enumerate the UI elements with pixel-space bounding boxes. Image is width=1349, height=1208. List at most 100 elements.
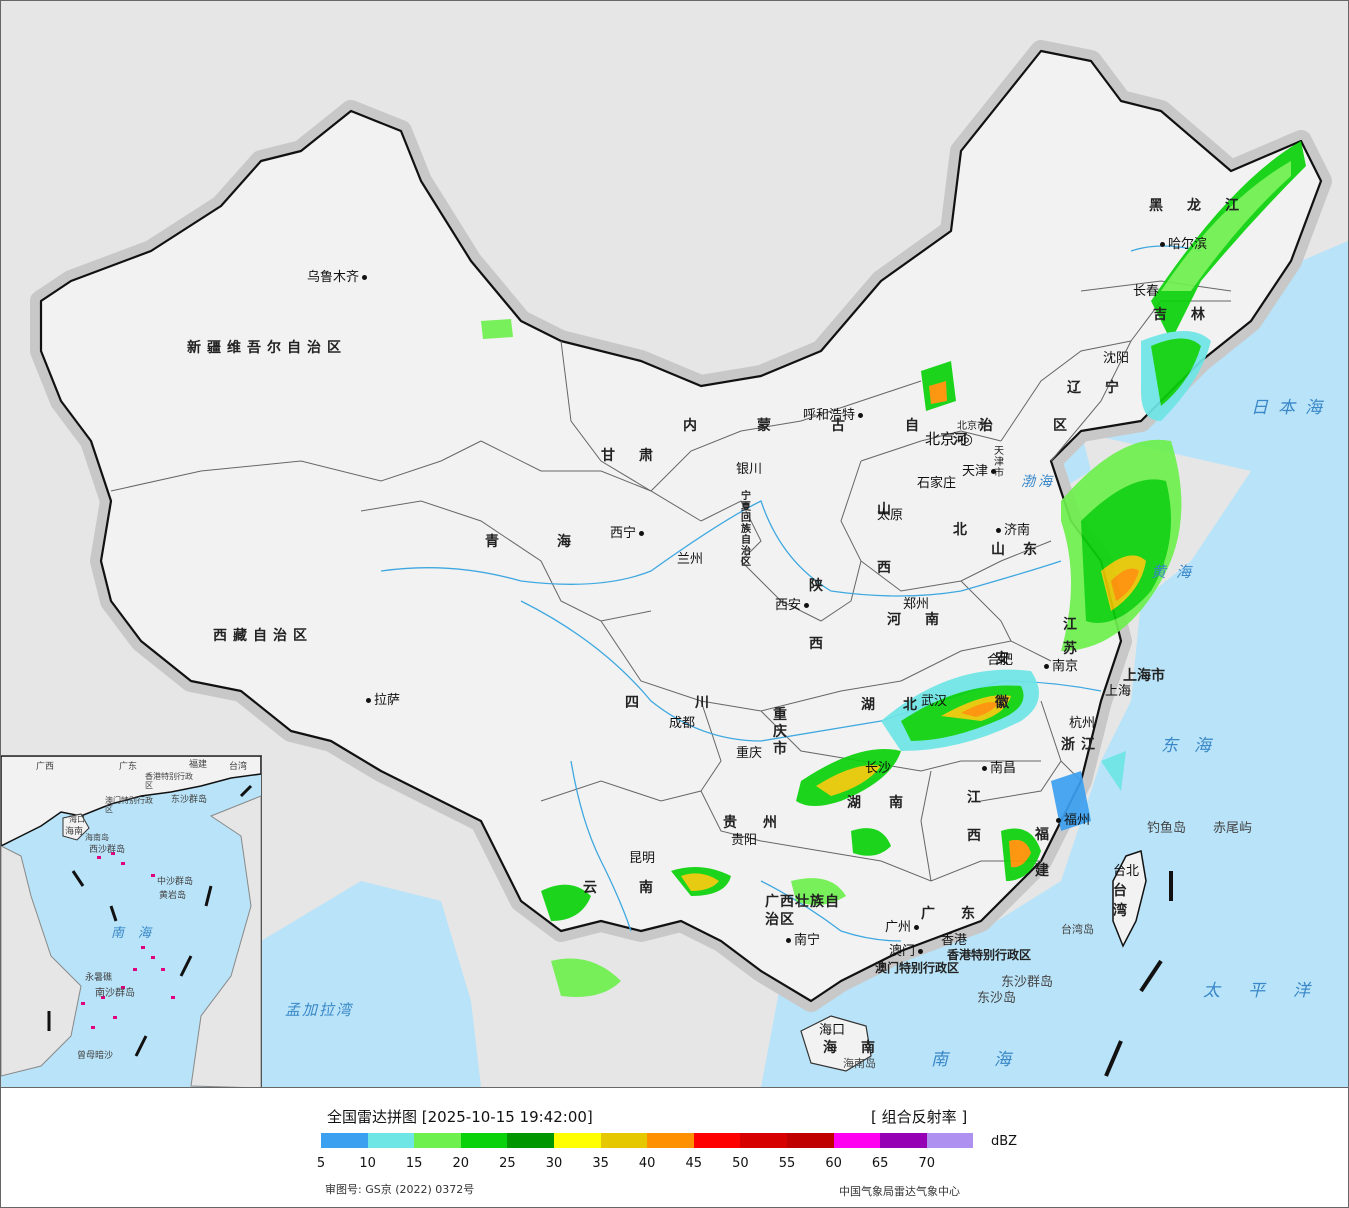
province-neimenggu: 内蒙古自治区: [683, 418, 1127, 434]
bay-of-bengal-area: [261, 881, 481, 1087]
city-guiyang: 贵阳: [731, 833, 758, 848]
city-kunming: 昆明: [629, 851, 656, 866]
province-guizhou: 贵州: [723, 815, 803, 831]
inset-indochina: [1, 845, 82, 1077]
city-dot-icon: [639, 531, 645, 536]
inset-label-taiwan: 台湾: [229, 762, 248, 772]
inset-label-dongsha: 东沙群岛: [171, 795, 208, 805]
city-dot-icon: [918, 949, 924, 954]
city-dot-icon: [362, 275, 368, 280]
province-chongqing-city: 重庆市: [773, 707, 787, 757]
radar-legend: 全国雷达拼图 [2025-10-15 19:42:00] [ 组合反射率 ] d…: [1, 1088, 1348, 1207]
agency-label: 中国气象局雷达气象中心: [839, 1185, 960, 1198]
dbz-color-bar: [321, 1133, 974, 1148]
provincial-borders: [110, 280, 1232, 882]
island-dongsha: 东沙岛: [977, 991, 1017, 1006]
inset-mainland: [1, 756, 261, 847]
island-dongsha-group: 东沙群岛: [1001, 975, 1054, 990]
city-tianjin: 天津: [962, 465, 999, 479]
inset-label-guangdong: 广东: [119, 762, 138, 772]
city-dot-icon: [366, 698, 371, 703]
province-shanxi: 山西: [877, 502, 891, 576]
province-xizang: 西藏自治区: [213, 628, 313, 644]
radar-echoes: [481, 141, 1306, 997]
dbz-swatch: [647, 1133, 694, 1148]
city-hohhot: 呼和浩特: [803, 409, 866, 423]
dbz-tick-label: 20: [452, 1156, 470, 1171]
city-urumqi: 乌鲁木齐: [307, 271, 370, 285]
province-yunnan: 云南: [583, 880, 695, 896]
product-type-label: [ 组合反射率 ]: [871, 1108, 968, 1126]
sea-south: 南海: [931, 1050, 1057, 1070]
east-sea-area: [761, 331, 1348, 1087]
radar-mosaic-title: 全国雷达拼图 [2025-10-15 19:42:00]: [327, 1108, 593, 1126]
province-hebei: 河北: [953, 432, 967, 538]
dbz-tick-label: 60: [825, 1156, 842, 1171]
province-hubei: 湖北: [861, 697, 945, 713]
hainan-island: [800, 1015, 872, 1072]
province-heilongjiang: 黑龙江: [1149, 198, 1263, 214]
city-guangzhou: 广州: [885, 921, 922, 935]
dbz-swatch: [553, 1133, 601, 1148]
province-fujian: 福建: [1035, 827, 1049, 879]
city-chengdu: 成都: [669, 716, 696, 731]
inset-label-xisha: 西沙群岛: [89, 845, 126, 855]
south-china-sea-inset: 广西 广东 福建 台湾 海南 香港特别行政区 澳门特别行政区 东沙群岛 西沙群岛…: [1, 755, 262, 1087]
dbz-swatch: [693, 1133, 741, 1148]
province-guangdong: 广东: [921, 906, 1001, 922]
inset-label-fujian: 福建: [189, 760, 208, 770]
city-dot-icon: [1044, 664, 1049, 669]
province-henan: 河南: [887, 612, 963, 628]
dbz-tick-label: 25: [499, 1156, 516, 1171]
city-dot-icon: [914, 925, 920, 930]
japan-sea-area: [1211, 241, 1348, 461]
inset-label-south-sea: 南海: [111, 926, 166, 941]
dbz-swatch: [367, 1133, 415, 1148]
dbz-swatch: [833, 1133, 881, 1148]
map-canvas: [30, 40, 1348, 1087]
province-qinghai: 青海: [485, 534, 629, 550]
sea-japan: 日本海: [1251, 398, 1332, 418]
inset-hainan: [62, 813, 90, 841]
region-macau: 澳门特别行政区: [875, 961, 960, 975]
inset-map-canvas: [1, 756, 261, 1087]
province-guangxi: 广西壮族自治区: [765, 894, 840, 928]
radar-map[interactable]: 新疆维吾尔自治区 西藏自治区 青海 甘肃 内蒙古自治区 宁夏回族自治区 陕西 山…: [1, 1, 1348, 1088]
province-liaoning: 辽宁: [1067, 380, 1143, 396]
dbz-tick-label: 35: [592, 1156, 609, 1171]
inset-label-haikou: 海口: [69, 815, 85, 824]
city-macau: 澳门: [889, 945, 926, 959]
nine-dash-segments: [1104, 871, 1173, 1077]
city-dot-icon: [804, 603, 810, 608]
sea-bengal: 孟加拉湾: [285, 1001, 354, 1019]
dbz-tick-label: 50: [732, 1156, 749, 1171]
city-shanghai: 上海: [1105, 684, 1132, 699]
inset-label-hainan-island: 海南岛: [85, 833, 109, 842]
dbz-swatch: [600, 1133, 648, 1148]
dbz-tick-label: 15: [405, 1156, 423, 1171]
dbz-swatch: [414, 1133, 461, 1148]
city-dot-icon: [786, 938, 791, 943]
province-xinjiang: 新疆维吾尔自治区: [187, 340, 347, 356]
dbz-swatch: [321, 1133, 368, 1148]
province-tianjin-city: 天津市: [994, 446, 1004, 479]
city-hefei: 合肥: [987, 653, 1014, 668]
inset-label-macau: 澳门特别行政区: [105, 796, 153, 814]
city-taiyuan: 太原: [877, 508, 904, 523]
sea-bohai: 渤海: [1021, 474, 1055, 490]
inset-label-nansha: 南沙群岛: [95, 988, 135, 999]
city-lanzhou: 兰州: [677, 552, 704, 567]
city-dot-icon: [1056, 818, 1061, 823]
dbz-swatch: [740, 1133, 787, 1148]
city-chongqing: 重庆: [736, 746, 763, 761]
city-changchun: 长春: [1133, 284, 1160, 299]
province-anhui: 安徽: [995, 651, 1009, 711]
island-chiwei: 赤尾屿: [1213, 821, 1253, 836]
province-sichuan: 四川: [625, 695, 765, 711]
taiwan-island: [1112, 850, 1147, 948]
province-shaanxi: 陕西: [809, 578, 823, 652]
province-jiangxi: 江西: [967, 790, 981, 844]
city-shenyang: 沈阳: [1103, 351, 1130, 366]
dbz-swatch: [880, 1133, 927, 1148]
china-landmass: [39, 49, 1323, 1003]
